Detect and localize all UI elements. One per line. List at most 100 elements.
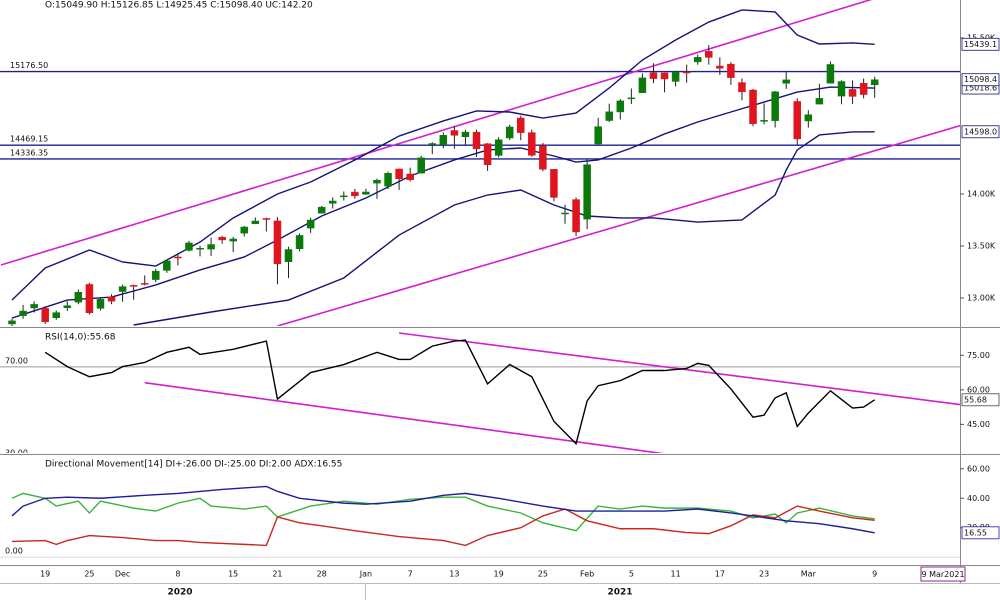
candle-body — [594, 126, 602, 145]
candle-body — [129, 285, 138, 287]
channel-line — [144, 381, 665, 453]
candle-body — [539, 145, 547, 170]
candle-body — [63, 305, 72, 308]
price-tag — [961, 393, 1000, 407]
pane: 0.00 — [0, 485, 960, 558]
y-tick-label: 60.00 — [967, 464, 990, 473]
candle-body — [406, 173, 414, 180]
year-label: 2021 — [607, 588, 632, 598]
candle-body — [528, 132, 536, 156]
candle-body — [417, 157, 425, 174]
x-tick-label: 5 — [629, 570, 634, 579]
candle-body — [771, 91, 779, 121]
candle-body — [229, 238, 237, 242]
x-tick-label: 25 — [538, 570, 548, 579]
bollinger-band — [133, 131, 875, 326]
y-tick-label: 13.00K — [967, 293, 996, 302]
candle-body — [19, 310, 27, 316]
channel-line — [0, 0, 873, 266]
x-tick-label: 15 — [228, 570, 238, 579]
x-tick-label: Feb — [580, 570, 594, 579]
candle-body — [682, 71, 691, 74]
channel-line — [398, 332, 960, 406]
candle-body — [450, 130, 459, 136]
candle-body — [550, 169, 558, 198]
candle-body — [638, 77, 647, 94]
candle-body — [627, 97, 636, 100]
x-tick-label: Jan — [359, 570, 372, 579]
candle-body — [716, 65, 724, 69]
x-tick-label: 28 — [317, 570, 327, 579]
date-box — [920, 566, 966, 582]
pane-title: Directional Movement[14] DI+:26.00 DI-:2… — [45, 460, 342, 470]
x-tick-label: 23 — [759, 570, 769, 579]
pane-title: RSI(14,0):55.68 — [45, 333, 116, 343]
candle-body — [74, 291, 83, 303]
candle-body — [196, 247, 204, 250]
price-tag-label: 15439.1 — [964, 40, 997, 49]
level-label: 30.00 — [5, 448, 28, 457]
candle-body — [340, 195, 348, 198]
candle-body — [107, 296, 116, 302]
candle-body — [207, 244, 215, 250]
candle-body — [373, 179, 381, 184]
x-tick-label: 7 — [408, 570, 413, 579]
x-tick-label: 19 — [494, 570, 504, 579]
candle-body — [705, 51, 713, 58]
level-label: 15176.50 — [10, 61, 48, 70]
candle-body — [273, 220, 282, 265]
candle-body — [693, 57, 702, 63]
candle-body — [572, 199, 580, 233]
candle-body — [494, 139, 503, 156]
candle-body — [461, 131, 470, 138]
candle-body — [505, 126, 514, 139]
x-tick-label: 8 — [175, 570, 180, 579]
indicator-line — [11, 505, 875, 547]
y-tick-label: 45.00 — [967, 420, 990, 429]
candle-body — [561, 212, 569, 215]
candle-body — [804, 114, 813, 122]
pane: 70.00 30.00 — [0, 332, 960, 457]
candle-body — [583, 164, 591, 220]
pane: 15176.50 14469.15 14336.35 — [0, 0, 960, 326]
candle-body — [218, 236, 226, 241]
candle-body — [317, 206, 326, 214]
end-date: 9 Mar2021 — [921, 570, 964, 579]
candle-body — [738, 82, 746, 93]
candle-body — [483, 143, 492, 165]
candle-body — [351, 191, 359, 197]
candle-body — [52, 312, 60, 318]
candle-body — [870, 79, 879, 86]
candle-body — [815, 98, 824, 105]
x-tick-label: 21 — [272, 570, 282, 579]
x-tick-label: Mar — [801, 570, 817, 579]
candle-body — [96, 299, 105, 309]
price-tag-label: 15018.6 — [964, 84, 997, 93]
candle-body — [826, 64, 835, 84]
candle-body — [859, 83, 868, 95]
candle-body — [782, 79, 790, 84]
candle-body — [837, 81, 846, 97]
candle-body — [284, 249, 293, 263]
channel-line — [277, 124, 960, 326]
candle-body — [41, 308, 49, 323]
candle-body — [140, 283, 149, 285]
candle-body — [428, 143, 437, 145]
price-tag-label: 14598.0 — [964, 127, 997, 136]
candle-body — [240, 226, 249, 234]
candle-body — [395, 168, 403, 180]
y-tick-label: 60.00 — [967, 385, 990, 394]
y-tick-label: 75.00 — [967, 351, 990, 360]
candle-body — [439, 135, 448, 146]
x-tick-label: Dec — [115, 570, 130, 579]
candle-body — [793, 101, 802, 140]
candle-body — [760, 120, 768, 122]
candle-body — [118, 286, 127, 292]
level-label: 70.00 — [5, 356, 28, 365]
candle-body — [605, 111, 613, 121]
x-tick-label: 11 — [671, 570, 681, 579]
candle-body — [660, 72, 669, 80]
